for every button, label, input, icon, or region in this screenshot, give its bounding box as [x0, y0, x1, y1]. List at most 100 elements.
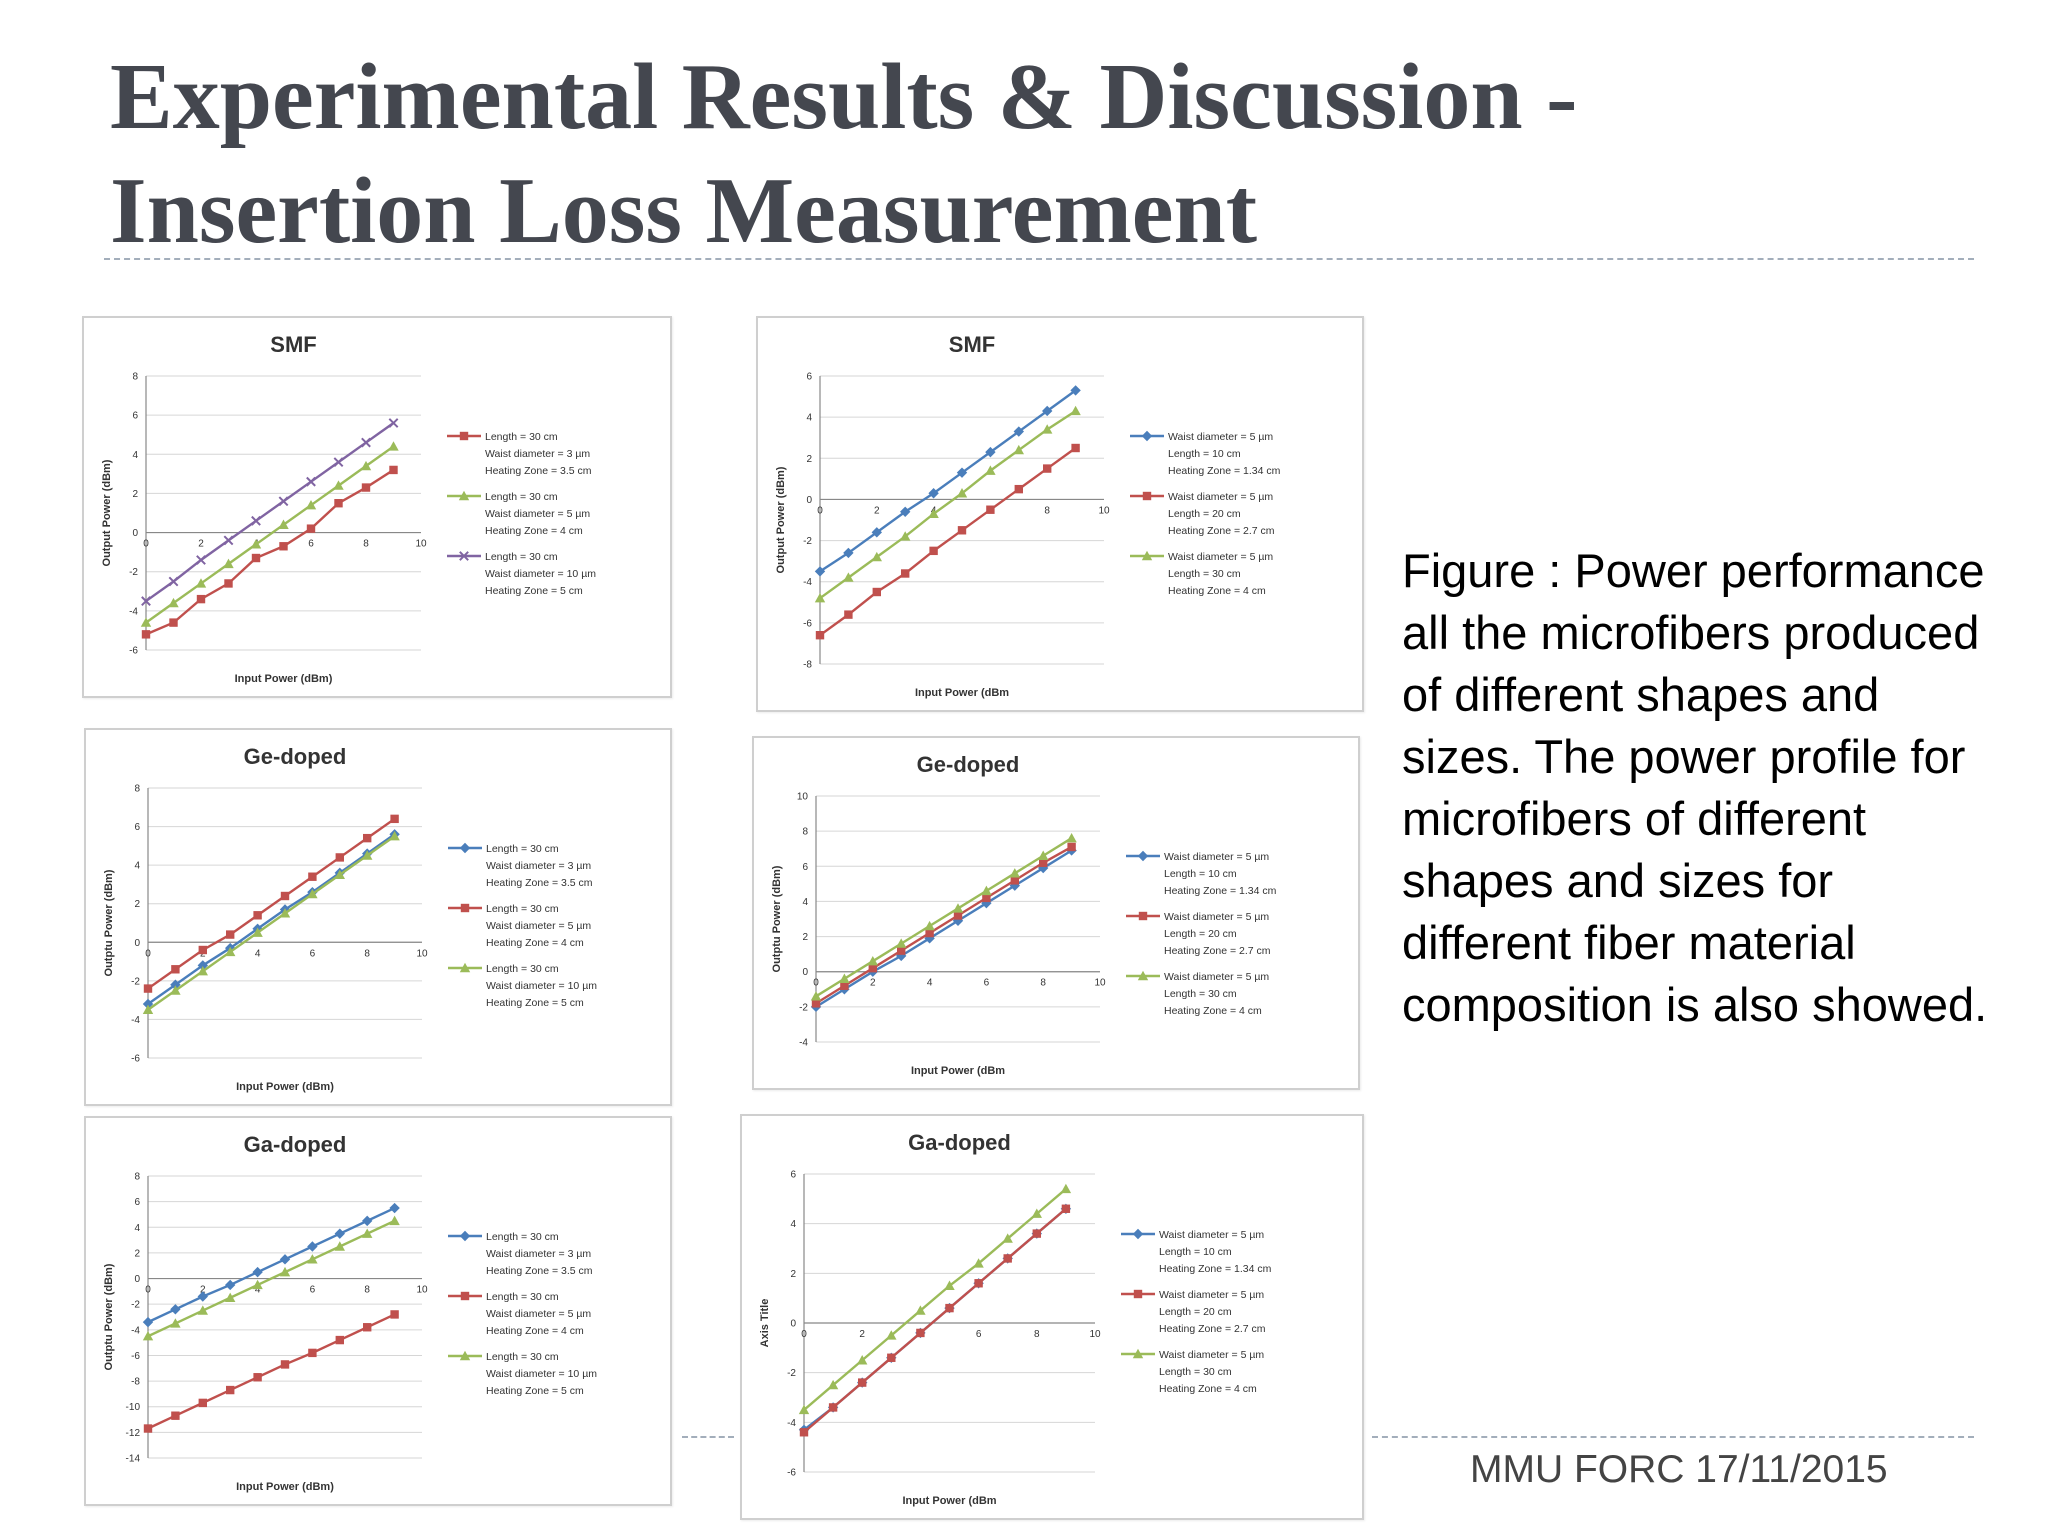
legend-text: Waist diameter = 10 µm	[486, 980, 597, 992]
y-tick-label: -4	[129, 606, 138, 617]
data-point	[335, 853, 344, 862]
y-axis-label: Output Power (dBm)	[101, 459, 113, 566]
y-tick-label: -6	[787, 1468, 796, 1479]
data-point	[362, 1215, 373, 1227]
data-point	[944, 1280, 955, 1290]
series-line	[145, 421, 395, 603]
data-point	[1014, 484, 1023, 494]
legend-text: Length = 30 cm	[1159, 1366, 1232, 1378]
data-point	[170, 985, 181, 995]
y-tick-label: 0	[132, 528, 138, 539]
legend-text: Heating Zone = 4 cm	[1164, 1005, 1262, 1017]
series-line	[819, 447, 1077, 637]
series-line	[145, 445, 395, 624]
data-point	[1042, 424, 1053, 434]
series-2	[810, 832, 1077, 1001]
legend-text: Length = 30 cm	[486, 903, 559, 915]
legend-text: Length = 30 cm	[486, 1351, 559, 1363]
data-point	[956, 467, 968, 478]
y-tick-label: 0	[806, 495, 812, 506]
y-tick-label: -2	[131, 976, 140, 987]
data-point	[1066, 832, 1077, 843]
chart-title: Ge-doped	[244, 744, 347, 769]
data-point	[196, 555, 206, 565]
data-point	[198, 1398, 207, 1408]
y-tick-label: -2	[131, 1300, 140, 1311]
legend-text: Waist diameter = 10 µm	[486, 1368, 597, 1380]
y-tick-label: 8	[134, 1172, 140, 1183]
legend-entry: Length = 30 cm Waist diameter = 3 µm Heati…	[448, 1230, 593, 1277]
legend-text: Length = 10 cm	[1164, 868, 1237, 880]
data-point	[974, 1279, 983, 1288]
data-point	[362, 1228, 373, 1238]
y-tick-label: 4	[806, 413, 812, 424]
legend-text: Length = 20 cm	[1164, 928, 1237, 940]
data-point	[226, 930, 235, 939]
chart-panel-ga-doped-left: Ga-doped 8 6 4 2 0 -2 -4 -6 -8 -10 -12 -14 0 2 4 6 8 10 Inp…	[84, 1116, 672, 1506]
y-tick-label: -12	[126, 1428, 141, 1439]
legend-entry: Length = 30 cm Waist diameter = 3 µm Heati…	[447, 431, 592, 477]
data-point	[253, 1373, 262, 1382]
data-point	[828, 1403, 838, 1412]
data-point	[389, 1202, 400, 1214]
x-tick-label: 6	[310, 1285, 316, 1296]
data-point	[389, 465, 398, 475]
y-tick-label: 2	[132, 489, 138, 500]
data-point	[916, 1328, 925, 1338]
data-point	[197, 966, 208, 976]
data-point	[867, 955, 878, 966]
x-tick-label: 0	[801, 1329, 807, 1340]
data-point	[334, 869, 345, 879]
x-tick-label: 4	[927, 978, 933, 989]
legend-marker	[1141, 430, 1153, 442]
legend-text: Heating Zone = 1.34 cm	[1164, 885, 1277, 897]
y-axis-label: Outptu Power (dBm)	[103, 1263, 115, 1370]
footer-text: MMU FORC 17/11/2015	[1470, 1448, 1888, 1491]
y-tick-label: 8	[134, 784, 140, 795]
data-point	[142, 1004, 154, 1014]
legend-entry: Length = 30 cm Waist diameter = 10 µm Heat…	[448, 962, 597, 1009]
legend-marker	[460, 903, 470, 913]
series-1	[140, 441, 399, 627]
legend-entry: Waist diameter = 5 µm Length = 10 cm Heati…	[1121, 1228, 1272, 1275]
legend-text: Length = 30 cm	[485, 551, 558, 563]
data-point	[1013, 444, 1024, 455]
series-1	[799, 1204, 1071, 1437]
legend-text: Waist diameter = 3 µm	[486, 860, 591, 872]
y-axis-label: Outptu Power (dBm)	[771, 865, 783, 972]
data-point	[334, 1228, 345, 1239]
x-tick-label: 8	[364, 948, 370, 959]
y-tick-label: 6	[134, 822, 140, 833]
x-tick-label: 8	[1044, 505, 1050, 516]
y-tick-label: -2	[129, 567, 138, 578]
x-axis-label: Input Power (dBm	[902, 1495, 996, 1507]
y-tick-label: 6	[806, 372, 812, 383]
x-tick-label: 10	[1098, 505, 1110, 516]
legend-text: Length = 30 cm	[486, 1231, 559, 1243]
data-point	[815, 631, 825, 640]
data-point	[170, 1304, 181, 1315]
legend-marker	[459, 551, 469, 561]
legend-text: Waist diameter = 5 µm	[485, 508, 590, 520]
data-point	[1010, 876, 1019, 885]
data-point	[143, 1424, 153, 1433]
data-point	[196, 594, 206, 604]
legend-marker	[1137, 970, 1149, 981]
legend-text: Length = 30 cm	[1168, 568, 1241, 580]
data-point	[333, 480, 344, 490]
data-point	[810, 991, 822, 1001]
series-line	[147, 835, 396, 1011]
legend-text: Waist diameter = 5 µm	[1168, 431, 1273, 443]
legend-marker	[459, 1350, 471, 1361]
x-axis-label: Input Power (dBm)	[236, 1481, 334, 1493]
y-axis-label: Output Power (dBm)	[775, 466, 787, 573]
y-tick-label: 0	[802, 967, 808, 978]
x-tick-label: 4	[255, 1285, 261, 1296]
data-point	[945, 1303, 954, 1313]
series-2	[142, 1215, 400, 1341]
x-tick-label: 8	[364, 1285, 370, 1296]
x-tick-label: 8	[1034, 1329, 1040, 1340]
legend-text: Heating Zone = 5 cm	[485, 585, 583, 597]
